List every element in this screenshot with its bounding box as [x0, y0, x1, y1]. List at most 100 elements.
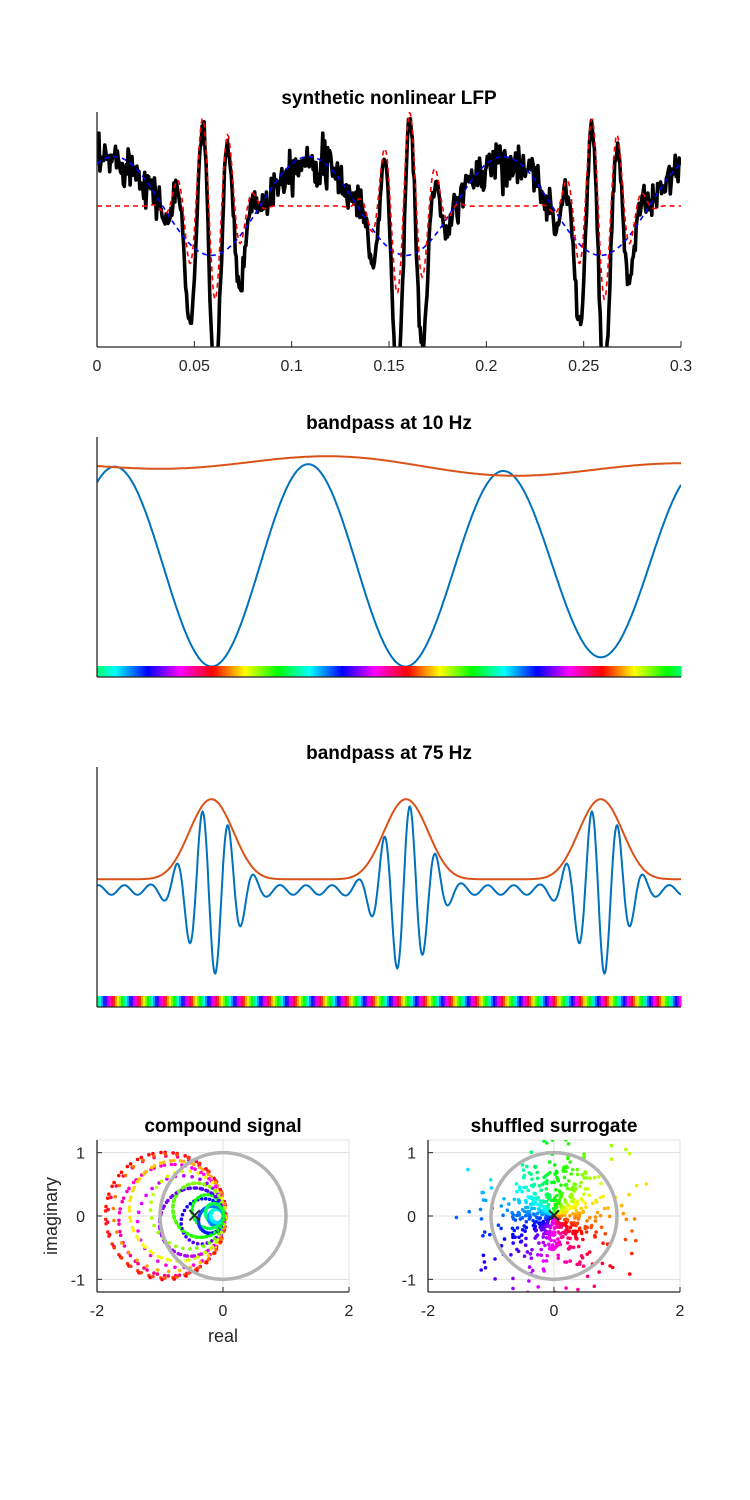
surrogate-point — [644, 1182, 649, 1186]
surrogate-point — [540, 1225, 544, 1229]
high-component-trace — [97, 112, 681, 301]
bp10-colorbar-cell — [283, 666, 286, 677]
surrogate-point — [534, 1219, 539, 1224]
compound-point — [195, 1241, 200, 1246]
bp10-colorbar-cell — [171, 666, 174, 677]
bp75-colorbar-cell — [139, 996, 142, 1007]
bp10-colorbar-cell — [545, 666, 548, 677]
compound-point — [111, 1206, 116, 1211]
bp10-colorbar-cell — [175, 666, 178, 677]
bp75-colorbar-cell — [663, 996, 666, 1007]
bp10-colorbar-cell — [97, 666, 100, 677]
compound-point — [126, 1250, 131, 1255]
surrogate-point — [577, 1213, 582, 1218]
bp75-colorbar-cell — [391, 996, 394, 1007]
bp10-colorbar-cell — [651, 666, 654, 677]
bp10-colorbar-cell — [607, 666, 610, 677]
compound-point — [180, 1186, 185, 1190]
compound-point — [143, 1245, 147, 1249]
bp75-colorbar-cell — [365, 996, 368, 1007]
surrogate-point — [511, 1276, 515, 1281]
bp10-colorbar-cell — [395, 666, 398, 677]
bp75-colorbar-cell — [619, 996, 622, 1007]
bp75-colorbar-cell — [595, 996, 598, 1007]
bp10-colorbar-cell — [295, 666, 298, 677]
surrogate-point — [565, 1218, 570, 1222]
bp75-colorbar-cell — [505, 996, 508, 1007]
bp10-colorbar-cell — [473, 666, 476, 677]
bp10-colorbar-cell — [191, 666, 194, 677]
surrogate-point — [585, 1274, 590, 1279]
compound-point — [219, 1190, 223, 1195]
bp10-colorbar-cell — [227, 666, 230, 677]
compound-point — [221, 1218, 226, 1222]
bp10-colorbar-cell — [457, 666, 460, 677]
surrogate-point — [546, 1219, 550, 1224]
bp10-colorbar-cell — [407, 666, 410, 677]
bp75-colorbar-cell — [231, 996, 234, 1007]
compound-point — [131, 1188, 135, 1193]
bp75-colorbar-cell — [671, 996, 674, 1007]
bp75-colorbar-cell — [171, 996, 174, 1007]
bp75-colorbar-cell — [227, 996, 230, 1007]
bp75-colorbar-cell — [469, 996, 472, 1007]
surrogate-point — [481, 1234, 485, 1238]
bp75-colorbar-cell — [661, 996, 664, 1007]
bp10-colorbar-cell — [403, 666, 406, 677]
lfp-x-ticks: 0 0.05 0.1 0.15 0.2 0.25 0.3 — [93, 341, 692, 375]
bp10-colorbar-cell — [353, 666, 356, 677]
bp75-colorbar-cell — [649, 996, 652, 1007]
surrogate-point — [587, 1250, 592, 1254]
bp75-colorbar-cell — [285, 996, 288, 1007]
bp75-colorbar-cell — [633, 996, 636, 1007]
bp75-colorbar-cell — [563, 996, 566, 1007]
surrogate-point — [556, 1237, 560, 1241]
surrogate-point — [566, 1156, 570, 1161]
bp10-colorbar-cell — [639, 666, 642, 677]
compound-point — [169, 1162, 174, 1167]
bp75-colorbar-cell — [131, 996, 134, 1007]
surrogate-point — [547, 1160, 552, 1164]
bp75-colorbar-cell — [221, 996, 224, 1007]
bp10-envelope-trace — [97, 455, 681, 477]
surrogate-point — [578, 1262, 582, 1266]
bp75-title: bandpass at 75 Hz — [306, 743, 472, 764]
bp75-colorbar-cell — [537, 996, 540, 1007]
bp10-colorbar-cell — [441, 666, 444, 677]
bp75-colorbar-cell — [479, 996, 482, 1007]
bp75-colorbar-cell — [233, 996, 236, 1007]
compound-point — [196, 1181, 201, 1185]
bp75-colorbar-cell — [133, 996, 136, 1007]
bp10-colorbar-cell — [351, 666, 354, 677]
bp75-colorbar-cell — [481, 996, 484, 1007]
bp75-colorbar-cell — [129, 996, 132, 1007]
surrogate-point — [540, 1297, 544, 1301]
bp10-colorbar-cell — [249, 666, 252, 677]
bp10-colorbar-cell — [235, 666, 238, 677]
bp10-colorbar-cell — [165, 666, 168, 677]
bp10-colorbar-cell — [371, 666, 374, 677]
surrogate-point — [502, 1237, 507, 1241]
compound-point — [192, 1217, 197, 1222]
surrogate-point — [544, 1236, 549, 1240]
surrogate-point — [601, 1241, 605, 1245]
surrogate-point — [545, 1231, 549, 1236]
compound-point — [201, 1244, 206, 1248]
compound-point — [191, 1263, 196, 1267]
bp10-colorbar-cell — [471, 666, 474, 677]
bp10-colorbar-cell — [603, 666, 606, 677]
surrogate-point — [524, 1185, 528, 1190]
surrogate-point — [541, 1220, 545, 1225]
compound-point — [136, 1237, 141, 1242]
bp10-colorbar-cell — [321, 666, 324, 677]
surrogate-point — [568, 1206, 572, 1210]
compound-point — [196, 1161, 201, 1166]
bp75-colorbar-cell — [635, 996, 638, 1007]
bp10-colorbar-cell — [117, 666, 120, 677]
bp75-colorbar-cell — [565, 996, 568, 1007]
bp10-colorbar-cell — [411, 666, 414, 677]
surrogate-mean-marker: × — [546, 1200, 561, 1230]
surrogate-point — [630, 1251, 634, 1256]
surrogate-point — [532, 1183, 537, 1187]
compound-point — [174, 1191, 178, 1195]
